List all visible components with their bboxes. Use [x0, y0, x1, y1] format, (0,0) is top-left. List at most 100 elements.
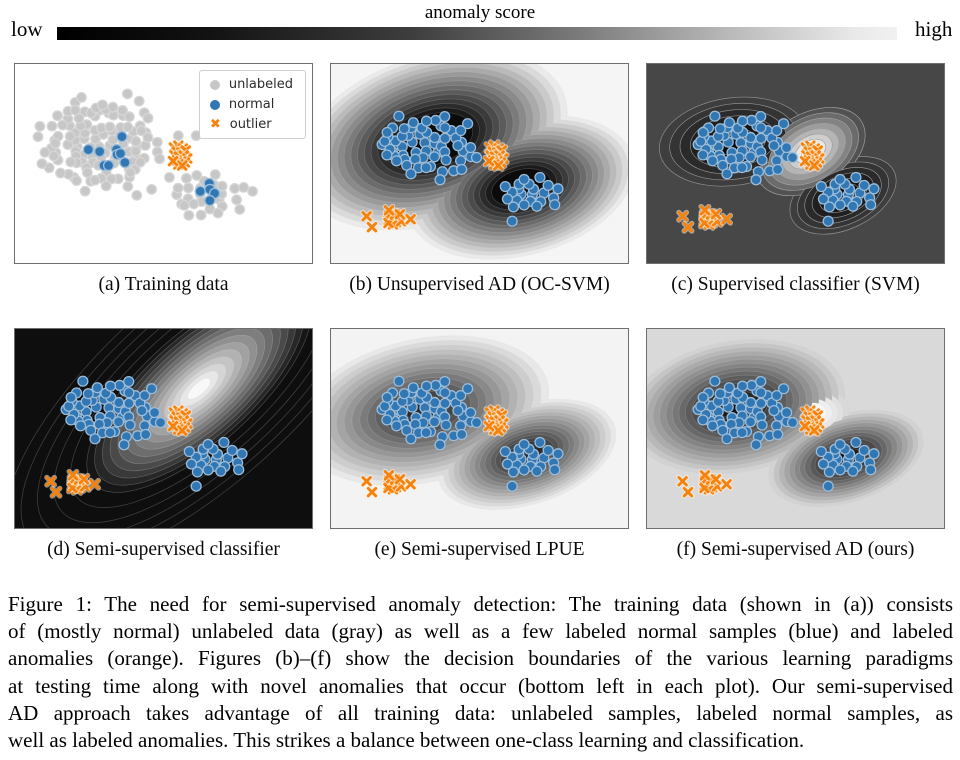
outlier-x-marker	[677, 476, 688, 487]
normal-dot-marker	[768, 405, 780, 417]
normal-dot-marker	[501, 458, 514, 470]
unlabeled-dot-marker	[212, 207, 224, 219]
outlier-x-marker	[176, 160, 188, 171]
normal-dot-marker	[518, 438, 530, 451]
normal-dot-marker	[858, 179, 870, 192]
normal-dot-marker	[822, 480, 834, 492]
normal-dot-marker	[542, 179, 554, 192]
normal-dot-marker	[868, 448, 880, 460]
normal-dot-marker	[420, 162, 432, 174]
figure-caption-line: at testing time along with novel anomali…	[8, 673, 953, 698]
unlabeled-dot-marker	[71, 175, 82, 187]
unlabeled-dot-marker	[49, 137, 61, 149]
unlabeled-dot-marker	[123, 111, 135, 123]
normal-dot-marker	[462, 383, 474, 395]
scatter-normal	[60, 375, 161, 451]
outlier-x-marker	[89, 479, 100, 490]
scatter-outlier	[798, 404, 826, 437]
normal-dot-marker	[817, 458, 830, 470]
normal-dot-marker	[470, 416, 483, 429]
scatter-normal	[82, 131, 131, 172]
normal-dot-marker	[552, 448, 564, 460]
normal-dot-marker	[440, 419, 452, 431]
figure-caption-line: Figure 1: The need for semi-supervised a…	[8, 592, 953, 616]
unlabeled-dot-marker	[182, 182, 194, 194]
unlabeled-dot-marker	[231, 194, 243, 206]
normal-dot-marker	[148, 406, 161, 419]
normal-dot-marker	[723, 117, 735, 129]
unlabeled-dot-marker	[209, 169, 221, 180]
normal-dot-marker	[136, 405, 148, 417]
normal-dot-marker	[194, 185, 206, 197]
unlabeled-dot-marker	[89, 174, 101, 186]
normal-dot-marker	[834, 464, 846, 476]
unlabeled-dot-marker	[142, 112, 154, 124]
unlabeled-dot-marker	[130, 135, 142, 147]
plot-b	[331, 64, 628, 263]
outlier-x-marker	[799, 155, 811, 167]
normal-dot-marker	[233, 464, 245, 476]
unlabeled-dot-marker	[133, 95, 145, 107]
normal-dot-marker	[847, 465, 859, 477]
unlabeled-dot-marker	[104, 121, 116, 133]
normal-dot-marker	[439, 110, 451, 123]
normal-dot-marker	[398, 123, 410, 135]
plot-f	[647, 329, 944, 528]
normal-dot-marker	[405, 433, 417, 445]
outlier-x-marker	[699, 470, 711, 481]
outlier-x-marker	[45, 476, 56, 487]
scatter-normal	[456, 118, 518, 227]
normal-dot-marker	[190, 480, 202, 492]
normal-dot-marker	[756, 154, 768, 166]
normal-dot-marker	[102, 159, 115, 172]
colorbar-low-label: low	[11, 17, 43, 41]
normal-dot-marker	[721, 168, 733, 180]
caption-d: (d) Semi-supervised classifier	[47, 539, 280, 560]
normal-dot-marker	[778, 383, 790, 395]
normal-dot-marker	[381, 414, 393, 426]
normal-dot-marker	[755, 122, 767, 134]
scatter-normal	[499, 436, 564, 478]
normal-dot-marker	[723, 382, 735, 394]
normal-dot-marker	[868, 183, 880, 195]
normal-dot-marker	[215, 465, 227, 477]
unlabeled-dot-marker	[238, 181, 250, 193]
normal-dot-marker	[822, 215, 834, 227]
normal-dot-marker	[452, 140, 464, 152]
normal-dot-marker	[786, 416, 799, 429]
normal-dot-marker	[834, 173, 846, 186]
normal-dot-marker	[77, 375, 89, 387]
colorbar-title: anomaly score	[424, 2, 536, 23]
outlier-x-marker	[405, 479, 416, 490]
unlabeled-dot-marker	[178, 199, 190, 211]
normal-dot-marker	[850, 171, 862, 184]
outlier-x-marker	[721, 479, 732, 490]
normal-dot-marker	[780, 141, 793, 154]
outlier-x-marker	[808, 425, 820, 436]
normal-dot-marker	[440, 154, 452, 166]
normal-dot-marker	[434, 439, 446, 451]
normal-dot-marker	[455, 124, 467, 137]
normal-dot-marker	[439, 122, 451, 134]
contour-band	[187, 377, 211, 400]
scatter-normal	[772, 383, 834, 492]
scatter-normal	[194, 177, 221, 207]
unlabeled-dot-marker	[146, 183, 158, 195]
contour-line	[37, 329, 312, 528]
normal-dot-marker	[204, 194, 216, 207]
normal-dot-marker	[772, 428, 784, 441]
unlabeled-dot-marker	[130, 145, 141, 157]
outlier-x-marker	[50, 486, 62, 498]
outlier-x-marker	[483, 155, 495, 167]
normal-dot-marker	[518, 173, 530, 186]
normal-dot-marker	[456, 163, 468, 176]
normal-dot-marker	[755, 132, 767, 144]
caption-f: (f) Semi-supervised AD (ours)	[676, 539, 915, 560]
figure-caption-line: anomalies (orange). Figures (b)–(f) show…	[8, 646, 953, 671]
normal-dot-marker	[780, 406, 793, 419]
normal-dot-marker	[439, 375, 451, 388]
scatter-unlabeled	[131, 130, 259, 211]
legend-item: normal	[209, 97, 293, 112]
outlier-x-marker	[394, 474, 406, 485]
unlabeled-dot-marker	[122, 88, 133, 100]
